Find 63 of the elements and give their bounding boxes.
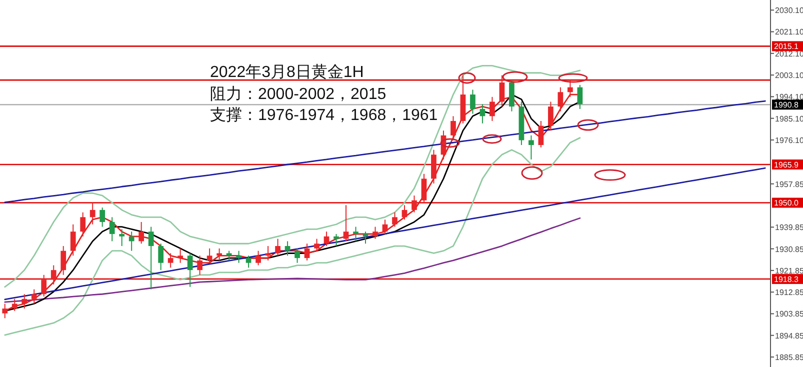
candlestick	[50, 264, 56, 286]
line-series	[4, 167, 766, 300]
candlestick	[31, 288, 37, 304]
candlestick	[256, 250, 261, 266]
candlestick	[372, 226, 378, 240]
candlestick	[148, 226, 154, 290]
candlestick	[392, 212, 398, 228]
candlestick	[304, 243, 310, 261]
candlestick	[314, 238, 320, 252]
line-series	[4, 137, 581, 336]
line-series	[4, 217, 581, 303]
candlestick	[100, 207, 106, 228]
ref-line-label: 1950.0	[774, 198, 800, 208]
candlestick	[90, 202, 96, 225]
line-series	[4, 100, 766, 203]
candlestick	[421, 173, 427, 204]
ref-line-label: 1990.8	[774, 100, 800, 110]
candlestick	[168, 252, 174, 268]
candlestick	[412, 195, 417, 213]
candlestick	[80, 212, 86, 237]
ref-line-label: 1965.9	[774, 160, 800, 170]
candlestick	[158, 243, 164, 271]
candlestick	[41, 274, 47, 298]
line-series	[4, 64, 581, 288]
candlestick	[275, 238, 280, 256]
annotation: 支撑：1976-1974，1968，1961	[210, 106, 438, 124]
candlestick	[138, 221, 144, 244]
candlestick	[70, 224, 76, 256]
candlestick	[382, 219, 388, 235]
ref-line-label: 2015.1	[774, 42, 800, 52]
ref-line-label: 1918.3	[774, 274, 800, 284]
candlestick	[216, 248, 222, 261]
candlestick	[60, 246, 66, 276]
candlestick	[490, 96, 495, 122]
candlestick	[480, 104, 486, 124]
candlestick	[22, 294, 28, 310]
candlestick	[236, 250, 242, 264]
candlestick	[226, 250, 232, 261]
candlestick	[362, 231, 368, 244]
candlestick	[119, 228, 125, 247]
candlestick	[265, 246, 271, 261]
candlestick	[402, 204, 408, 220]
candlestick	[450, 116, 456, 141]
candlestick	[197, 255, 202, 276]
candlestick	[178, 248, 183, 264]
candlestick	[548, 101, 554, 132]
candlestick	[528, 134, 534, 160]
candlestick	[128, 231, 134, 252]
annotation: 阻力：2000-2002，2015	[210, 85, 386, 103]
candlestick	[109, 216, 115, 242]
candlestick	[284, 240, 290, 256]
candlestick	[334, 234, 339, 247]
candlestick	[577, 84, 583, 110]
candlestick	[353, 226, 358, 242]
candlestick	[294, 248, 300, 264]
candlestick	[206, 248, 212, 264]
candlestick	[343, 204, 349, 242]
candlestick	[187, 252, 193, 288]
candlestick	[538, 120, 544, 148]
candlestick	[324, 231, 330, 247]
candlestick	[470, 89, 476, 114]
candlestick	[246, 255, 252, 268]
text: 2022年3月8日黄金1H	[210, 63, 364, 81]
